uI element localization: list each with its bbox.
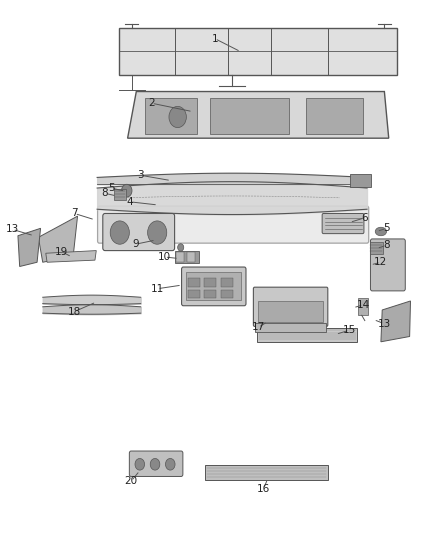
Bar [187,290,200,298]
Circle shape [150,458,160,470]
Text: 16: 16 [257,484,270,494]
Text: 17: 17 [251,322,265,333]
Bar [204,278,216,287]
Bar [187,278,200,287]
Bar [306,98,363,134]
Bar [257,328,357,342]
Text: 4: 4 [127,197,133,207]
Text: 3: 3 [138,171,144,180]
Text: 13: 13 [378,319,391,329]
Circle shape [169,107,186,127]
Bar [119,28,397,75]
FancyBboxPatch shape [98,206,369,243]
Text: 5: 5 [383,223,390,233]
Bar [205,465,328,480]
Text: 8: 8 [383,240,390,251]
FancyBboxPatch shape [253,287,328,326]
Text: 10: 10 [158,252,171,262]
Text: 18: 18 [68,306,81,317]
Text: 12: 12 [374,257,388,267]
Bar [114,189,126,200]
Bar [350,174,371,187]
Text: 9: 9 [132,239,139,249]
Text: 5: 5 [108,183,114,193]
Circle shape [166,458,175,470]
Polygon shape [127,92,389,138]
Circle shape [110,221,129,244]
Text: 19: 19 [55,247,68,257]
Bar [370,242,383,254]
Bar [258,302,323,321]
Text: 1: 1 [212,34,218,44]
Circle shape [135,458,145,470]
Text: 20: 20 [124,477,138,486]
Bar [177,252,184,262]
Text: 14: 14 [357,300,370,310]
Bar [175,251,198,263]
FancyBboxPatch shape [322,214,364,233]
Text: 2: 2 [148,98,155,108]
FancyBboxPatch shape [129,451,183,477]
Ellipse shape [375,227,387,236]
FancyBboxPatch shape [371,239,405,291]
Text: 15: 15 [343,325,356,335]
FancyBboxPatch shape [182,267,246,306]
Bar [145,98,197,134]
Circle shape [148,221,167,244]
Text: 6: 6 [361,213,368,223]
Text: 7: 7 [71,208,78,219]
Text: 8: 8 [102,188,108,198]
Bar [221,290,233,298]
Bar [210,98,289,134]
Polygon shape [381,301,410,342]
Bar [204,290,216,298]
Text: 13: 13 [6,224,19,235]
Text: 11: 11 [151,284,164,294]
Bar [254,322,326,332]
Polygon shape [18,228,41,266]
Polygon shape [46,251,96,262]
Bar [187,252,194,262]
Circle shape [121,184,132,197]
Bar [186,272,241,301]
Circle shape [178,244,184,251]
Bar [358,298,368,316]
Polygon shape [39,216,78,262]
FancyBboxPatch shape [103,214,175,251]
Bar [221,278,233,287]
